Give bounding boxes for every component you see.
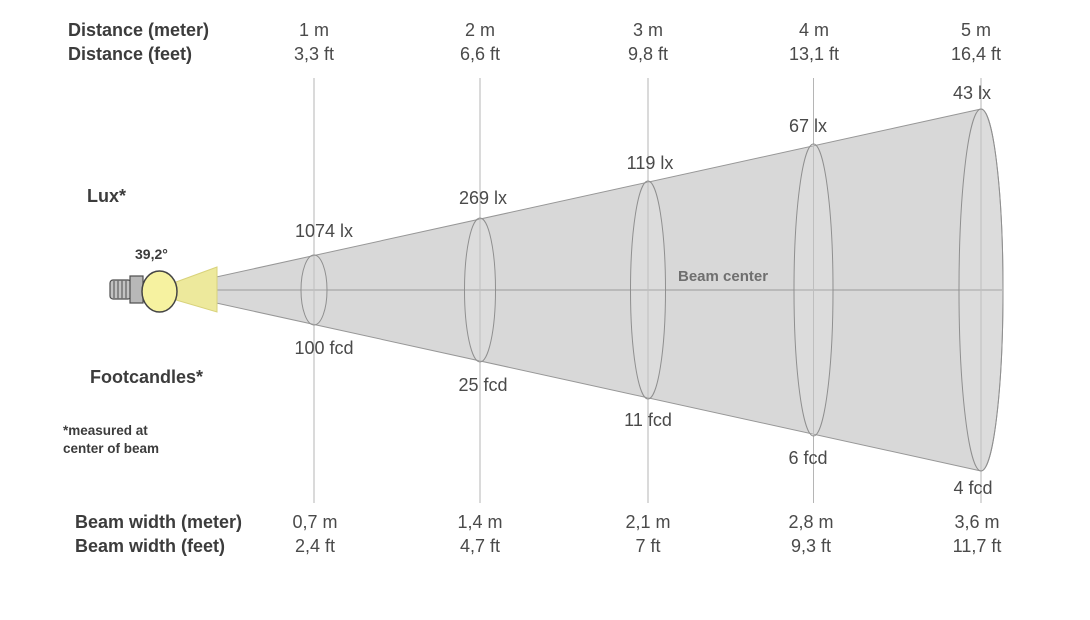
distance-m-5: 5 m	[960, 20, 992, 40]
beam-width-col-4: 2,8 m 9,3 ft	[788, 510, 833, 558]
beam-width-m-1: 0,7 m	[292, 512, 338, 532]
beam-cross-section-4m	[793, 143, 834, 437]
lux-value-5m: 43 lx	[952, 83, 992, 103]
beam-width-ft-2: 4,7 ft	[459, 536, 501, 556]
lux-value-2m: 269 lx	[458, 188, 508, 208]
distance-col-3: 3 m 9,8 ft	[628, 18, 668, 66]
beam-cross-section-1m	[300, 254, 328, 326]
beam-width-ft-1: 2,4 ft	[294, 536, 336, 556]
beam-width-m-4: 2,8 m	[788, 512, 834, 532]
distance-meter-label: Distance (meter)	[68, 20, 210, 40]
fcd-value-4m: 6 fcd	[788, 448, 828, 468]
beam-width-col-2: 1,4 m 4,7 ft	[457, 510, 502, 558]
beam-width-header: Beam width (meter) Beam width (feet)	[75, 510, 242, 558]
distance-m-4: 4 m	[798, 20, 830, 40]
distance-ft-1: 3,3 ft	[293, 44, 335, 64]
beam-width-col-5: 3,6 m 11,7 ft	[953, 510, 1002, 558]
beam-width-col-1: 0,7 m 2,4 ft	[292, 510, 337, 558]
light-fan	[175, 266, 218, 313]
beam-width-m-5: 3,6 m	[954, 512, 1000, 532]
distance-ft-2: 6,6 ft	[459, 44, 501, 64]
beam-width-m-3: 2,1 m	[625, 512, 671, 532]
distance-ft-4: 13,1 ft	[788, 44, 840, 64]
beam-center-label: Beam center	[678, 268, 769, 285]
bulb-thread	[109, 279, 132, 300]
distance-m-3: 3 m	[632, 20, 663, 40]
distance-feet-label: Distance (feet)	[68, 44, 193, 64]
distance-ft-3: 9,8 ft	[627, 44, 669, 64]
bulb-collar	[129, 275, 144, 304]
distance-col-2: 2 m 6,6 ft	[460, 18, 500, 66]
fcd-value-2m: 25 fcd	[458, 375, 508, 395]
beam-cross-section-3m	[630, 180, 666, 400]
beam-width-meter-label: Beam width (meter)	[75, 512, 243, 532]
beam-width-ft-3: 7 ft	[635, 536, 661, 556]
distance-col-5: 5 m 16,4 ft	[951, 18, 1001, 66]
lux-value-1m: 1074 lx	[294, 221, 354, 241]
distance-col-1: 1 m 3,3 ft	[294, 18, 334, 66]
distance-col-4: 4 m 13,1 ft	[789, 18, 839, 66]
footcandles-label: Footcandles*	[90, 367, 204, 387]
lux-value-3m: 119 lx	[626, 153, 674, 173]
light-bulb-icon	[109, 270, 178, 313]
distance-m-2: 2 m	[464, 20, 495, 40]
lux-label: Lux*	[87, 186, 127, 206]
bulb-globe	[141, 270, 178, 313]
distance-m-1: 1 m	[298, 20, 329, 40]
fcd-value-3m: 11 fcd	[624, 410, 672, 430]
footnote-line-1: *measured at	[63, 423, 148, 438]
beam-angle-label: 39,2°	[135, 246, 168, 262]
beam-width-ft-5: 11,7 ft	[952, 536, 1002, 556]
distance-ft-5: 16,4 ft	[950, 44, 1002, 64]
beam-width-feet-label: Beam width (feet)	[75, 536, 226, 556]
beam-cross-section-2m	[464, 217, 496, 363]
beam-cross-section-5m	[958, 108, 1004, 472]
footnote-line-2: center of beam	[63, 441, 160, 456]
fcd-value-1m: 100 fcd	[294, 338, 354, 358]
distance-header: Distance (meter) Distance (feet)	[68, 18, 209, 66]
beam-width-m-2: 1,4 m	[457, 512, 503, 532]
fcd-value-5m: 4 fcd	[953, 478, 993, 498]
lux-value-4m: 67 lx	[788, 116, 828, 136]
beam-width-ft-4: 9,3 ft	[790, 536, 832, 556]
beam-width-col-3: 2,1 m 7 ft	[625, 510, 670, 558]
footnote: *measured at center of beam	[63, 422, 159, 458]
